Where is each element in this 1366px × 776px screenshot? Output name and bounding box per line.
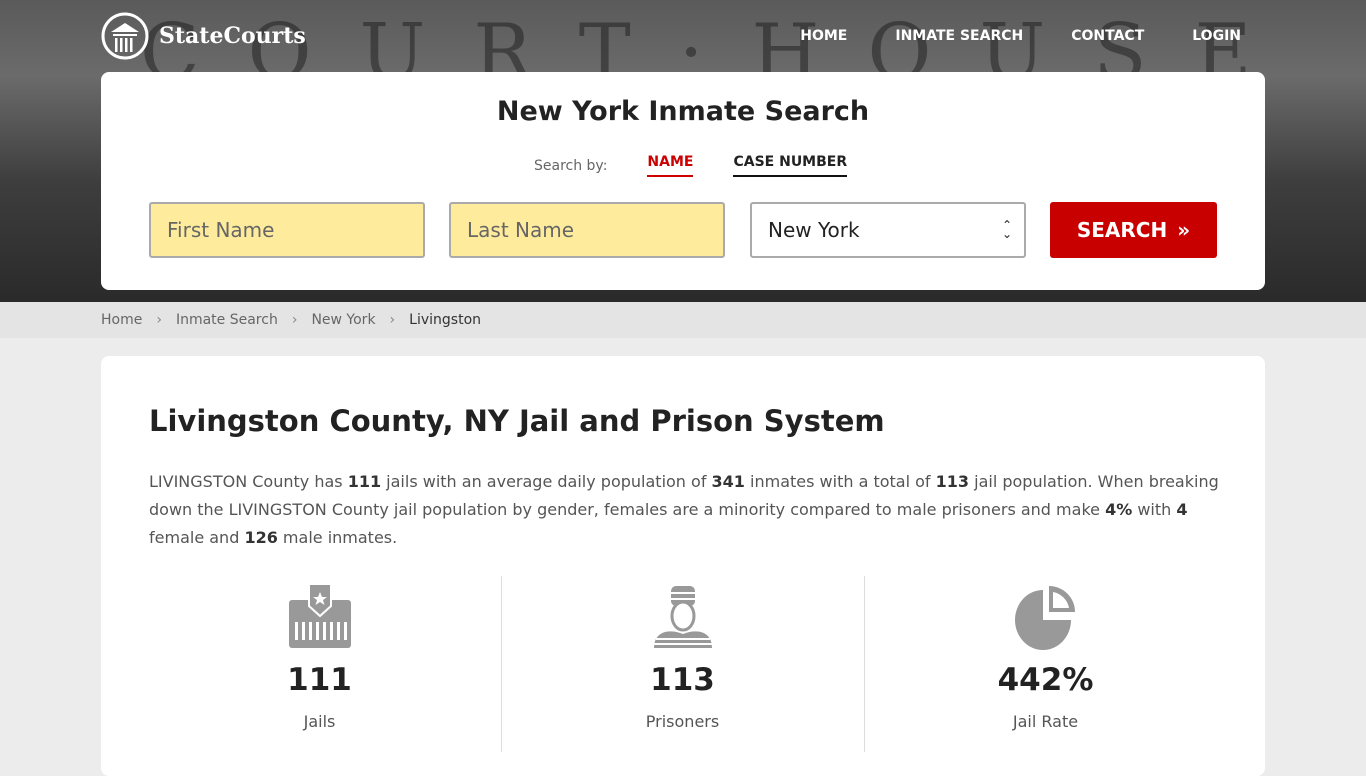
nav-login[interactable]: LOGIN bbox=[1192, 28, 1241, 44]
breadcrumb-state[interactable]: New York bbox=[311, 312, 376, 328]
text: jails with an average daily population o… bbox=[381, 472, 712, 491]
stat-jails: 111 Jails bbox=[138, 576, 501, 752]
chevron-right-icon: › bbox=[156, 312, 162, 328]
breadcrumb-current: Livingston bbox=[409, 312, 482, 328]
courthouse-logo-icon bbox=[101, 12, 149, 60]
jail-icon bbox=[288, 583, 351, 648]
logo[interactable]: StateCourts bbox=[101, 12, 306, 60]
breadcrumb: Home › Inmate Search › New York › Livingsto… bbox=[0, 302, 1366, 338]
tab-case-number[interactable]: CASE NUMBER bbox=[733, 154, 848, 177]
stat-value: 442% bbox=[997, 662, 1094, 698]
state-select[interactable]: New York ⌃ ⌄ bbox=[750, 202, 1026, 258]
hero-banner: COURT·HOUSE StateCourts HOME INMATE SEAR… bbox=[0, 0, 1366, 302]
text: female and bbox=[149, 528, 245, 547]
female-percent: 4% bbox=[1105, 500, 1133, 519]
logo-text: StateCourts bbox=[159, 23, 306, 49]
divider bbox=[501, 576, 502, 752]
stat-label: Prisoners bbox=[645, 712, 720, 731]
stat-value: 111 bbox=[287, 662, 352, 698]
stat-value: 113 bbox=[650, 662, 715, 698]
stat-prisoners: 113 Prisoners bbox=[501, 576, 864, 752]
search-button[interactable]: SEARCH » bbox=[1050, 202, 1217, 258]
divider bbox=[864, 576, 865, 752]
text: jail population. When breaking down the … bbox=[149, 472, 1219, 519]
first-name-input[interactable]: First Name bbox=[149, 202, 425, 258]
text: male inmates. bbox=[277, 528, 398, 547]
select-arrows-icon: ⌃ ⌄ bbox=[1001, 218, 1012, 241]
state-value: New York bbox=[768, 218, 860, 242]
nav-inmate-search[interactable]: INMATE SEARCH bbox=[895, 28, 1024, 44]
last-name-input[interactable]: Last Name bbox=[449, 202, 725, 258]
chevron-right-icon: › bbox=[291, 312, 298, 328]
top-nav: HOME INMATE SEARCH CONTACT LOGIN bbox=[800, 28, 1241, 44]
search-by-label: Search by: bbox=[534, 157, 608, 174]
tab-name[interactable]: NAME bbox=[647, 154, 694, 177]
content-card: Livingston County, NY Jail and Prison Sy… bbox=[101, 356, 1265, 776]
avg-population: 341 bbox=[711, 472, 745, 491]
breadcrumb-inmate-search[interactable]: Inmate Search bbox=[175, 312, 278, 328]
stat-label: Jail Rate bbox=[1012, 712, 1079, 731]
nav-contact[interactable]: CONTACT bbox=[1071, 28, 1145, 44]
prisoner-icon bbox=[653, 586, 712, 648]
search-tabs: Search by: NAME CASE NUMBER bbox=[534, 154, 887, 177]
double-chevron-right-icon: » bbox=[1177, 218, 1191, 242]
stat-label: Jails bbox=[303, 712, 336, 731]
nav-home[interactable]: HOME bbox=[800, 28, 848, 44]
text: LIVINGSTON County has bbox=[149, 472, 348, 491]
text: inmates with a total of bbox=[744, 472, 936, 491]
male-count: 126 bbox=[244, 528, 278, 547]
jails-count: 111 bbox=[347, 472, 382, 491]
search-button-label: SEARCH bbox=[1076, 218, 1168, 242]
total-population: 113 bbox=[935, 472, 970, 491]
summary-paragraph: LIVINGSTON County has 111 jails with an … bbox=[149, 468, 1224, 552]
search-title: New York Inmate Search bbox=[496, 96, 870, 127]
female-count: 4 bbox=[1176, 500, 1188, 519]
page-title: Livingston County, NY Jail and Prison Sy… bbox=[149, 404, 885, 438]
breadcrumb-home[interactable]: Home bbox=[101, 312, 143, 328]
chevron-right-icon: › bbox=[389, 312, 396, 328]
stat-jail-rate: 442% Jail Rate bbox=[864, 576, 1227, 752]
pie-chart-icon bbox=[1014, 586, 1075, 650]
search-card: New York Inmate Search Search by: NAME C… bbox=[101, 72, 1265, 290]
text: with bbox=[1132, 500, 1177, 519]
